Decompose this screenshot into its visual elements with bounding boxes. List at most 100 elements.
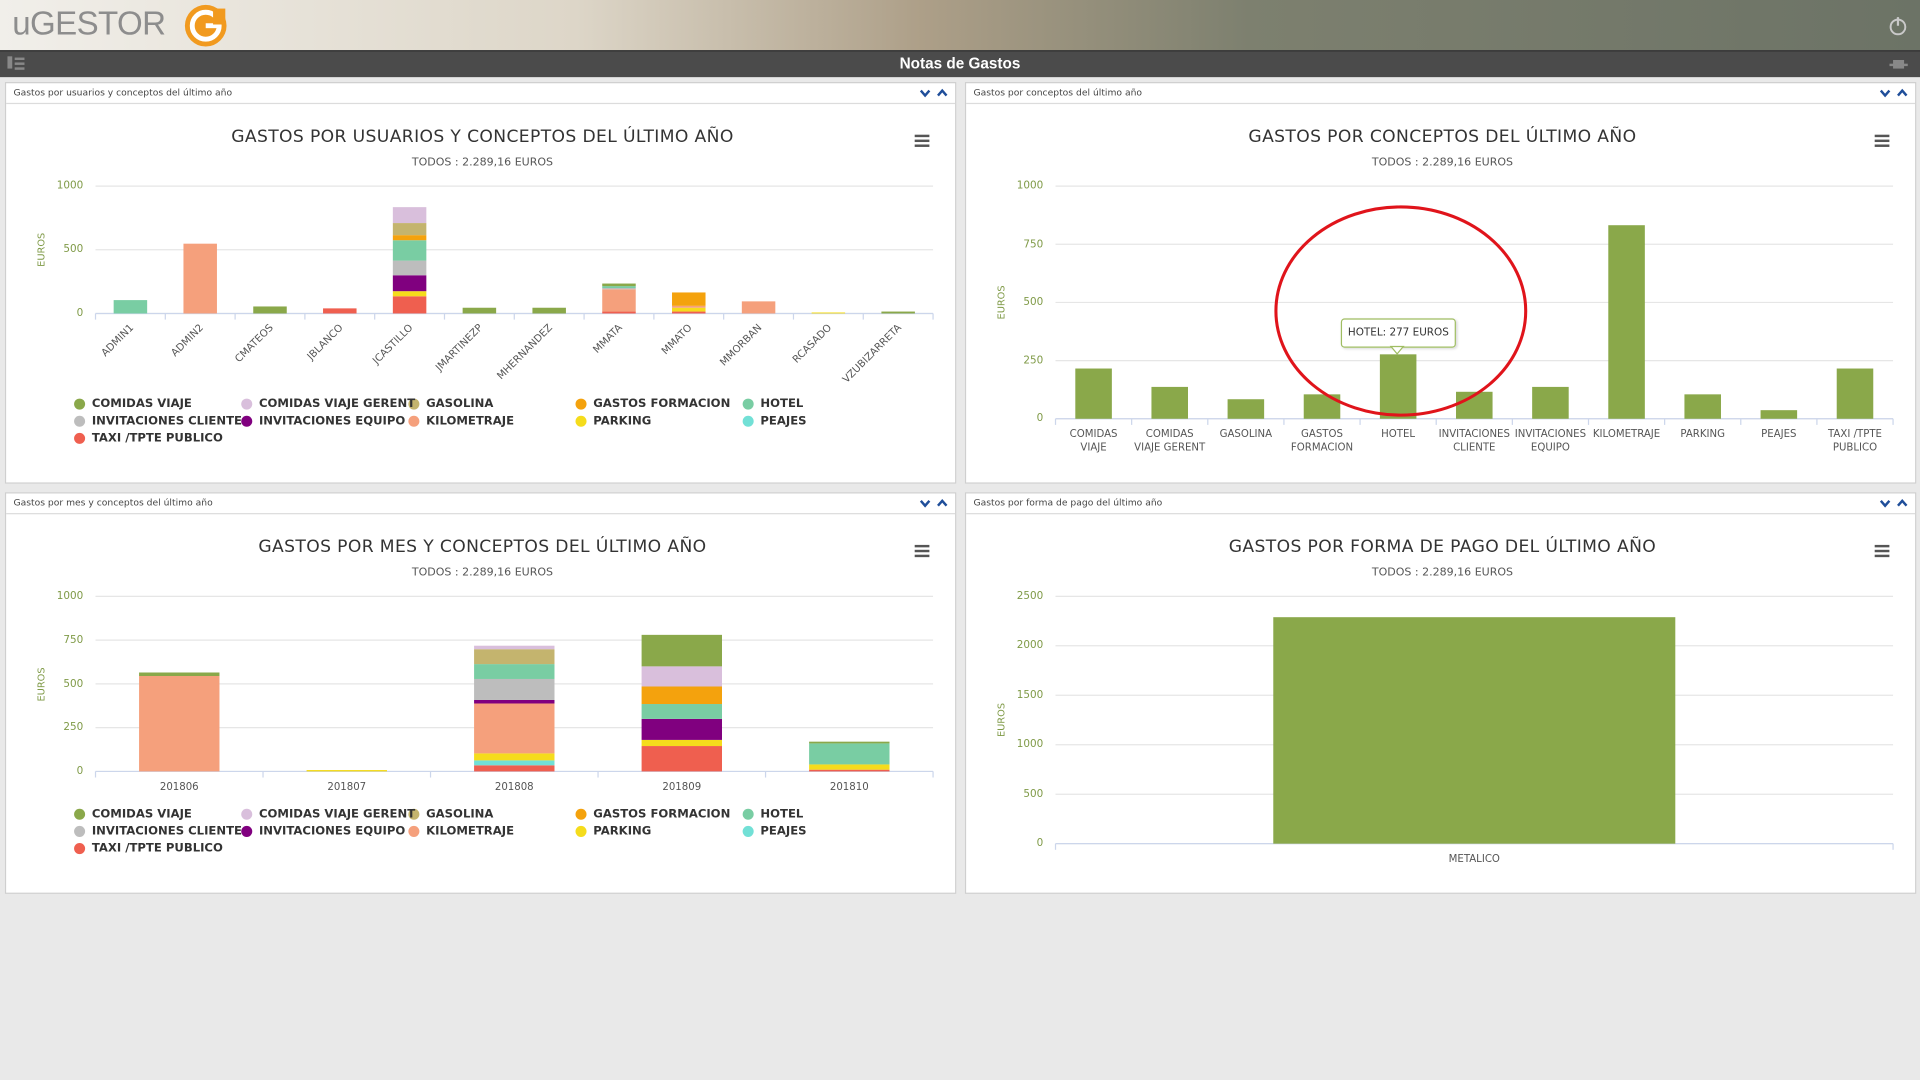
panel-header: Gastos por conceptos del último año [966, 83, 1916, 105]
legend-item[interactable]: INVITACIONES CLIENTE [91, 414, 242, 428]
legend-item[interactable]: INVITACIONES EQUIPO [258, 414, 406, 428]
bar-segment [392, 260, 427, 276]
y-tick-label: 1000 [56, 590, 84, 603]
collapse-icon[interactable] [1879, 89, 1891, 98]
x-tick-label: KILOMETRAJE [1592, 427, 1661, 440]
panel: Gastos por conceptos del último año GASTO… [964, 82, 1917, 484]
collapse-controls[interactable] [1878, 497, 1910, 509]
settings-button[interactable] [1889, 56, 1909, 73]
bar-segment [474, 753, 555, 761]
bar-segment [741, 301, 776, 314]
legend-item[interactable]: INVITACIONES CLIENTE [91, 824, 242, 839]
bar-segment [474, 645, 555, 650]
bar-segment [462, 307, 497, 314]
collapse-controls[interactable] [1878, 87, 1910, 99]
collapse-controls[interactable] [918, 497, 950, 509]
expand-icon[interactable] [937, 88, 948, 97]
chart-menu[interactable] [1874, 544, 1890, 558]
legend-item[interactable]: INVITACIONES EQUIPO [258, 824, 406, 839]
bar-segment [602, 311, 636, 314]
legend-item[interactable]: PARKING [593, 824, 652, 839]
x-tick-label: 201810 [829, 780, 869, 793]
chart-subtitle: TODOS : 2.289,16 EUROS [1371, 156, 1514, 169]
legend-marker [575, 825, 587, 837]
legend-item[interactable]: PEAJES [760, 824, 807, 839]
menu-line [1874, 139, 1890, 143]
y-tick-label: 1000 [1016, 180, 1044, 193]
bar [1227, 399, 1265, 419]
y-axis-label: EUROS [36, 232, 48, 267]
chart: ADMIN1 ADMIN2 CMATEOS JBLANCO JCASTILLO JMART… [74, 134, 934, 444]
bar [1532, 386, 1569, 419]
menu-line [914, 134, 930, 138]
bar-segment [672, 311, 706, 314]
tooltip: HOTEL: 277 EUROS [1340, 318, 1456, 348]
y-tick-label: 250 [63, 721, 84, 734]
x-tick-label: JBLANCO [305, 323, 346, 364]
legend-marker [74, 825, 86, 837]
expand-icon[interactable] [1897, 498, 1908, 507]
logo-icon [184, 4, 227, 47]
x-tick-label: ADMIN2 [170, 323, 206, 359]
legend-item[interactable]: COMIDAS VIAJE [91, 807, 192, 822]
bar-segment [306, 770, 387, 772]
legend-marker [74, 432, 86, 444]
chart-menu[interactable] [914, 134, 930, 147]
collapse-icon[interactable] [919, 89, 931, 98]
legend-item[interactable]: PEAJES [760, 414, 807, 428]
legend-item[interactable]: GASOLINA [426, 807, 494, 822]
bar-segment [392, 207, 427, 224]
bar [1075, 368, 1112, 419]
bar-segment [602, 288, 636, 290]
chart-menu[interactable] [1874, 134, 1890, 147]
legend-item[interactable]: GASOLINA [426, 397, 494, 411]
legend-item[interactable]: KILOMETRAJE [426, 824, 515, 839]
collapse-icon[interactable] [1879, 500, 1891, 508]
expand-icon[interactable] [1897, 88, 1908, 97]
y-tick-label: 2000 [1016, 639, 1044, 652]
x-tick-label: 201806 [159, 780, 199, 793]
legend-item[interactable]: PARKING [593, 414, 652, 428]
legend-marker [408, 808, 420, 820]
bar-segment [809, 769, 890, 772]
bar-segment [323, 308, 357, 314]
bar-segment [392, 275, 427, 292]
chart-title: GASTOS POR CONCEPTOS DEL ÚLTIMO AÑO [1248, 127, 1637, 147]
y-tick-label: 500 [63, 677, 84, 691]
menu-line [914, 144, 930, 147]
legend-marker [74, 398, 86, 410]
logo[interactable]: uGESTOR [12, 4, 166, 42]
chart [1054, 544, 1894, 850]
bar-segment [602, 289, 636, 312]
chart-menu[interactable] [914, 544, 930, 558]
bar [1684, 394, 1721, 419]
x-tick-label: TAXI /TPTE PUBLICO [1828, 427, 1882, 453]
power-button[interactable] [1887, 15, 1909, 37]
y-tick-label: 1000 [1016, 738, 1044, 751]
legend-item[interactable]: HOTEL [760, 807, 804, 822]
legend-item[interactable]: HOTEL [760, 397, 804, 411]
legend-marker [575, 398, 587, 410]
legend-item[interactable]: COMIDAS VIAJE GERENT [258, 807, 416, 822]
bar-segment [641, 686, 722, 705]
legend-item[interactable]: COMIDAS VIAJE GERENT [258, 397, 416, 411]
bar-segment [474, 760, 555, 766]
panel-title: Gastos por conceptos del último año [973, 86, 1143, 98]
y-tick-label: 1500 [1016, 689, 1044, 702]
legend-item[interactable]: TAXI /TPTE PUBLICO [91, 431, 223, 446]
menu-toggle[interactable] [7, 55, 27, 72]
legend-item[interactable]: GASTOS FORMACION [593, 397, 731, 411]
x-tick-label: COMIDAS VIAJE [1069, 427, 1118, 453]
collapse-controls[interactable] [918, 87, 950, 99]
legend-item[interactable]: COMIDAS VIAJE [91, 397, 192, 411]
expand-icon[interactable] [937, 498, 948, 507]
legend-item[interactable]: TAXI /TPTE PUBLICO [91, 841, 223, 856]
legend-item[interactable]: GASTOS FORMACION [593, 807, 731, 822]
collapse-icon[interactable] [919, 500, 931, 508]
legend-item[interactable]: KILOMETRAJE [426, 414, 515, 428]
legend-marker [742, 398, 754, 410]
y-axis-label: EUROS [996, 285, 1008, 320]
panel-title: Gastos por usuarios y conceptos del últi… [13, 86, 233, 98]
